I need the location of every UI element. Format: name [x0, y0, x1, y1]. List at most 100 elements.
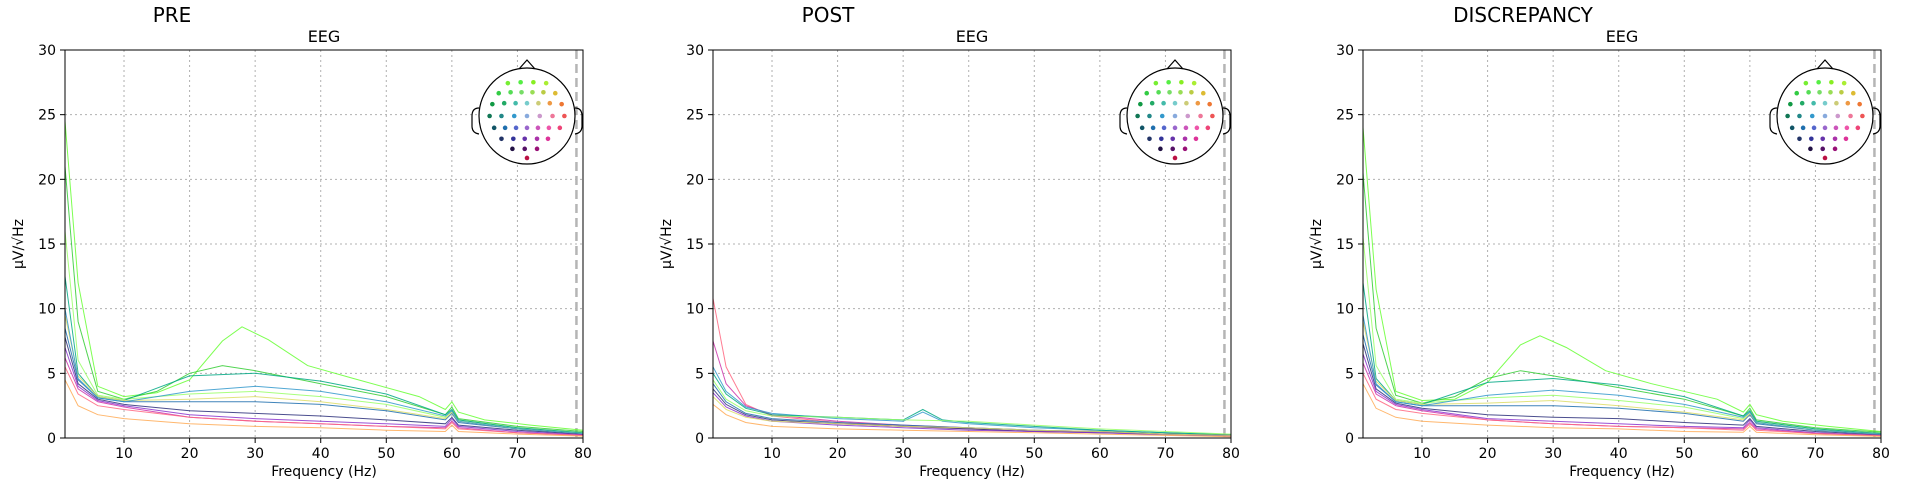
- sensor-dot: [530, 89, 535, 95]
- series-line-0: [1362, 127, 1882, 432]
- y-tick-label: 10: [38, 302, 56, 318]
- y-tick-label: 15: [686, 237, 704, 253]
- sensor-dot: [502, 125, 508, 131]
- series-line-1: [1362, 172, 1882, 433]
- sensor-dot: [518, 79, 523, 85]
- sensor-dot: [547, 100, 553, 106]
- sensor-dot: [513, 125, 519, 131]
- x-axis: 10 20 30 40 50 60 70 80 Frequency (Hz): [763, 438, 1240, 480]
- sensor-dot: [501, 100, 507, 106]
- sensor-dot: [1809, 113, 1815, 119]
- sensor-dot: [531, 79, 536, 85]
- nose: [518, 59, 536, 70]
- y-tick-label: 5: [47, 366, 56, 382]
- sensor-dot: [537, 113, 543, 119]
- sensor-dot: [524, 113, 530, 119]
- y-axis-label: µV/√Hz: [659, 219, 675, 269]
- sensor-dot: [1855, 125, 1861, 131]
- sensor-dot: [1195, 100, 1201, 106]
- series-line-6: [64, 347, 584, 436]
- x-axis-label: Frequency (Hz): [919, 464, 1025, 480]
- x-tick-label: 30: [1544, 446, 1562, 462]
- sensor-dot: [510, 146, 515, 152]
- sensor-dot: [1797, 113, 1802, 119]
- panel-pre: PRE EEG 10 20 30 40 50 60 70 80 Frequency (Hz) 0 5 10…: [11, 3, 592, 480]
- sensor-dot: [559, 101, 564, 107]
- sensor-dot: [1161, 125, 1167, 131]
- x-tick-label: 60: [443, 446, 461, 462]
- sensor-dot: [1835, 113, 1841, 119]
- sensor-dot: [1172, 100, 1178, 106]
- x-tick-label: 50: [377, 446, 395, 462]
- sensor-dot: [1799, 100, 1805, 106]
- series-line-3: [64, 276, 584, 434]
- sensor-dot: [499, 136, 504, 142]
- sensor-dot: [1182, 136, 1188, 142]
- sensor-dot: [511, 136, 516, 142]
- y-tick-label: 15: [38, 237, 56, 253]
- y-tick-label: 30: [38, 43, 56, 59]
- sensor-dot: [1166, 79, 1171, 85]
- x-tick-label: 30: [894, 446, 912, 462]
- sensor-dot: [1156, 89, 1161, 95]
- sensor-dot: [1820, 146, 1826, 152]
- sensor-dot: [1179, 79, 1184, 85]
- x-tick-label: 10: [1413, 446, 1431, 462]
- sensor-dot: [1153, 80, 1159, 86]
- sensor-dot: [1809, 136, 1814, 142]
- x-axis-label: Frequency (Hz): [1569, 464, 1675, 480]
- sensor-dot: [1806, 89, 1811, 95]
- sensor-dot: [513, 100, 518, 106]
- sensor-dot: [1811, 125, 1817, 131]
- y-tick-label: 30: [686, 43, 704, 59]
- right-ear: [1222, 107, 1231, 135]
- right-ear: [574, 107, 583, 135]
- left-ear: [1119, 107, 1128, 135]
- y-tick-label: 25: [38, 108, 56, 124]
- sensor-dot: [1803, 80, 1809, 86]
- x-tick-label: 70: [1807, 446, 1825, 462]
- y-axis-label: µV/√Hz: [11, 219, 27, 269]
- sensor-dot: [519, 89, 524, 95]
- sensor-dot: [1170, 136, 1176, 142]
- x-tick-label: 30: [246, 446, 264, 462]
- y-tick-label: 25: [686, 108, 704, 124]
- series-line-8: [712, 396, 1232, 436]
- sensor-dot: [487, 113, 492, 119]
- y-tick-label: 20: [38, 172, 56, 188]
- y-axis: 0 5 10 15 20 25 30 µV/√Hz: [1309, 43, 1363, 447]
- series-line-10: [1362, 321, 1882, 435]
- grid: [1363, 50, 1881, 438]
- sensor-dot: [1159, 136, 1164, 142]
- sensor-dot: [1135, 113, 1140, 119]
- sensor-dot: [546, 125, 552, 131]
- x-axis: 10 20 30 40 50 60 70 80 Frequency (Hz): [115, 438, 592, 480]
- sensor-dot: [1794, 90, 1800, 96]
- series-line-2: [712, 366, 1232, 436]
- sensor-dot: [1797, 136, 1802, 142]
- sensor-dot: [1822, 125, 1828, 131]
- series-line-7: [712, 392, 1232, 437]
- sensor-dot: [524, 155, 530, 161]
- y-tick-label: 10: [686, 302, 704, 318]
- x-tick-label: 70: [509, 446, 527, 462]
- y-tick-label: 20: [1336, 172, 1354, 188]
- sensor-head-icon: [1119, 59, 1231, 165]
- series-line-9: [712, 404, 1232, 438]
- sensor-dot: [1808, 146, 1813, 152]
- x-tick-label: 40: [1610, 446, 1628, 462]
- sensor-dot: [1178, 89, 1183, 95]
- sensor-dot: [1789, 125, 1795, 131]
- sensor-dot: [536, 100, 541, 106]
- x-tick-label: 60: [1741, 446, 1759, 462]
- sensor-dot: [1785, 113, 1790, 119]
- sensor-dot: [496, 90, 502, 96]
- sensor-dot: [1189, 89, 1194, 95]
- sensor-dot: [1167, 89, 1172, 95]
- x-axis: 10 20 30 40 50 60 70 80 Frequency (Hz): [1413, 438, 1890, 480]
- sensor-dot: [1839, 89, 1844, 95]
- sensor-dot: [1832, 136, 1838, 142]
- sensor-dot: [562, 113, 567, 119]
